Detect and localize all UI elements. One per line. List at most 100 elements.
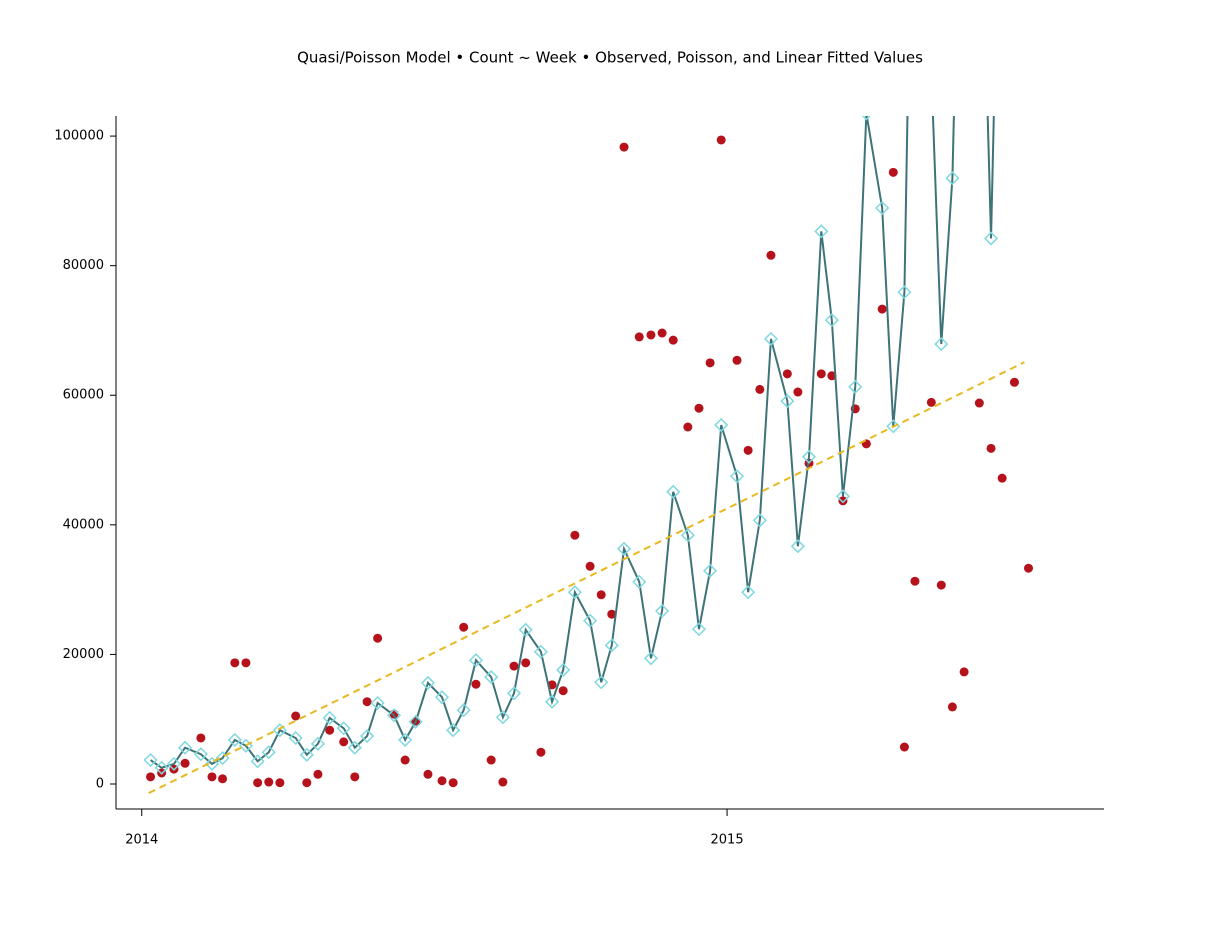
fitted-point: [616, 541, 632, 556]
fitted-point: [897, 285, 912, 300]
observed-point: [146, 772, 156, 782]
y-tick-label: 0: [96, 776, 104, 791]
fitted-point: [643, 651, 659, 666]
observed-point: [486, 755, 496, 765]
fitted-point: [468, 653, 484, 668]
fitted-point: [143, 752, 158, 768]
observed-point: [459, 622, 469, 632]
observed-point: [400, 755, 410, 765]
fitted-point: [336, 721, 351, 736]
observed-point: [180, 758, 190, 768]
observed-point: [683, 422, 693, 432]
fitted-point: [780, 394, 795, 409]
fitted-point: [288, 730, 303, 746]
fitted-point: [934, 337, 949, 352]
observed-point: [275, 778, 285, 788]
fitted-point: [925, 65, 937, 77]
fitted-point: [655, 603, 670, 619]
observed-point: [974, 398, 984, 408]
observed-point: [634, 332, 644, 342]
fitted-point: [360, 728, 375, 744]
observed-point: [350, 772, 360, 782]
fitted-point: [691, 622, 707, 637]
observed-point: [986, 443, 996, 453]
observed-point: [585, 561, 595, 571]
observed-point: [782, 369, 792, 379]
observed-point: [959, 667, 969, 677]
series-line: [149, 116, 995, 769]
series-line: [148, 361, 1025, 794]
observed-point: [596, 590, 606, 600]
observed-point: [230, 658, 240, 668]
observed-point: [694, 403, 704, 413]
observed-point: [668, 335, 678, 345]
fitted-point: [322, 710, 337, 725]
observed-point: [218, 774, 228, 784]
fitted-point: [604, 638, 619, 653]
observed-point: [264, 777, 274, 787]
observed-point: [827, 371, 837, 381]
observed-point: [471, 679, 481, 689]
observed-point: [313, 769, 323, 779]
fitted-point: [632, 574, 647, 589]
fitted-point: [533, 644, 548, 659]
fitted-point: [398, 732, 413, 747]
observed-point: [936, 580, 946, 590]
observed-point: [619, 142, 629, 152]
observed-point: [570, 530, 580, 540]
fitted-point: [227, 732, 242, 747]
observed-point: [607, 609, 617, 619]
observed-point: [558, 686, 568, 696]
fitted-point: [484, 670, 499, 685]
observed-point: [509, 661, 519, 671]
fitted-point: [983, 231, 999, 246]
observed-point: [997, 473, 1007, 483]
fitted-point: [680, 528, 695, 543]
observed-point: [448, 778, 458, 788]
y-tick-label: 20000: [63, 647, 104, 662]
observed-point: [241, 658, 251, 668]
fitted-point: [250, 754, 265, 769]
observed-point: [947, 702, 957, 712]
fitted-point: [408, 714, 423, 729]
fitted-point: [567, 585, 582, 600]
fitted-point: [310, 736, 325, 751]
fitted-point: [875, 200, 890, 216]
fitted-point: [814, 224, 829, 239]
fitted-point: [544, 694, 560, 709]
fitted-point: [583, 613, 598, 628]
observed-point: [1023, 563, 1033, 573]
fitted-point: [752, 513, 767, 528]
fitted-point: [204, 756, 220, 771]
observed-point: [521, 658, 531, 668]
observed-point: [657, 328, 667, 338]
observed-point: [838, 496, 848, 506]
observed-point: [877, 304, 887, 314]
observed-point: [705, 358, 715, 368]
observed-point: [325, 725, 335, 735]
fitted-point: [729, 469, 745, 484]
fitted-point: [420, 675, 436, 690]
fitted-point: [215, 751, 230, 766]
fitted-point: [446, 723, 461, 738]
observed-point: [339, 737, 349, 747]
fitted-point: [154, 760, 169, 775]
fitted-point: [666, 484, 681, 499]
observed-point: [899, 742, 909, 752]
observed-point: [888, 167, 898, 177]
fitted-point: [945, 171, 960, 186]
fitted-point: [848, 379, 863, 394]
y-tick-label: 80000: [63, 258, 104, 273]
chart-title: Quasi/Poisson Model • Count ~ Week • Obs…: [297, 49, 923, 67]
observed-point: [646, 330, 656, 340]
fitted-point: [178, 740, 193, 755]
fitted-point: [261, 745, 276, 760]
fitted-point: [835, 489, 851, 504]
fitted-point: [861, 116, 871, 121]
fitted-point: [272, 723, 287, 738]
fitted-point: [434, 690, 450, 705]
observed-point: [207, 772, 217, 782]
fitted-point: [299, 747, 314, 762]
fitted-point: [594, 675, 609, 690]
fitted-point: [495, 710, 510, 725]
